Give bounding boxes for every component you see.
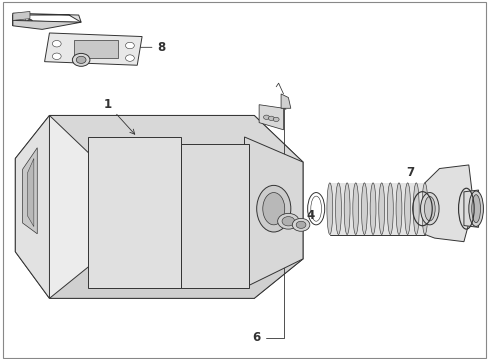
- Text: 6: 6: [252, 105, 285, 344]
- Ellipse shape: [404, 183, 410, 234]
- Polygon shape: [74, 40, 118, 58]
- Circle shape: [292, 219, 309, 231]
- Polygon shape: [88, 137, 181, 288]
- Circle shape: [263, 115, 269, 120]
- Ellipse shape: [344, 183, 349, 234]
- Polygon shape: [13, 13, 81, 26]
- Text: 1: 1: [103, 98, 135, 134]
- Polygon shape: [13, 21, 81, 30]
- Text: 2: 2: [85, 51, 119, 64]
- Circle shape: [72, 53, 90, 66]
- Circle shape: [277, 213, 299, 229]
- Polygon shape: [49, 116, 303, 162]
- Ellipse shape: [468, 191, 483, 226]
- Text: 5: 5: [288, 204, 300, 221]
- Polygon shape: [27, 158, 34, 226]
- Polygon shape: [259, 105, 283, 130]
- Polygon shape: [15, 116, 49, 298]
- Circle shape: [125, 42, 134, 49]
- Polygon shape: [281, 94, 290, 108]
- Polygon shape: [424, 165, 473, 242]
- Text: 9: 9: [20, 18, 34, 31]
- Text: 3: 3: [189, 188, 211, 201]
- Ellipse shape: [424, 197, 434, 221]
- Polygon shape: [244, 137, 303, 288]
- Circle shape: [268, 116, 274, 121]
- Ellipse shape: [471, 195, 480, 223]
- Ellipse shape: [369, 183, 375, 234]
- Ellipse shape: [421, 183, 427, 234]
- Ellipse shape: [412, 183, 418, 234]
- Ellipse shape: [420, 193, 438, 225]
- Circle shape: [52, 53, 61, 59]
- Polygon shape: [463, 190, 478, 227]
- Circle shape: [125, 55, 134, 61]
- Ellipse shape: [395, 183, 401, 234]
- Polygon shape: [13, 12, 30, 21]
- Text: 8: 8: [106, 41, 165, 54]
- Polygon shape: [44, 33, 142, 65]
- Ellipse shape: [326, 183, 332, 234]
- Polygon shape: [329, 183, 424, 234]
- Ellipse shape: [352, 183, 358, 234]
- Ellipse shape: [335, 183, 341, 234]
- Ellipse shape: [262, 193, 284, 225]
- Polygon shape: [49, 259, 303, 298]
- Polygon shape: [22, 148, 37, 234]
- Polygon shape: [15, 116, 303, 298]
- Ellipse shape: [386, 183, 392, 234]
- Ellipse shape: [256, 185, 290, 232]
- Circle shape: [273, 117, 279, 122]
- Circle shape: [76, 56, 86, 63]
- Text: 4: 4: [301, 210, 314, 225]
- Polygon shape: [181, 144, 249, 288]
- Ellipse shape: [378, 183, 384, 234]
- Circle shape: [52, 41, 61, 47]
- Text: 7: 7: [406, 166, 445, 233]
- Circle shape: [282, 217, 294, 226]
- Circle shape: [296, 221, 305, 228]
- Ellipse shape: [361, 183, 366, 234]
